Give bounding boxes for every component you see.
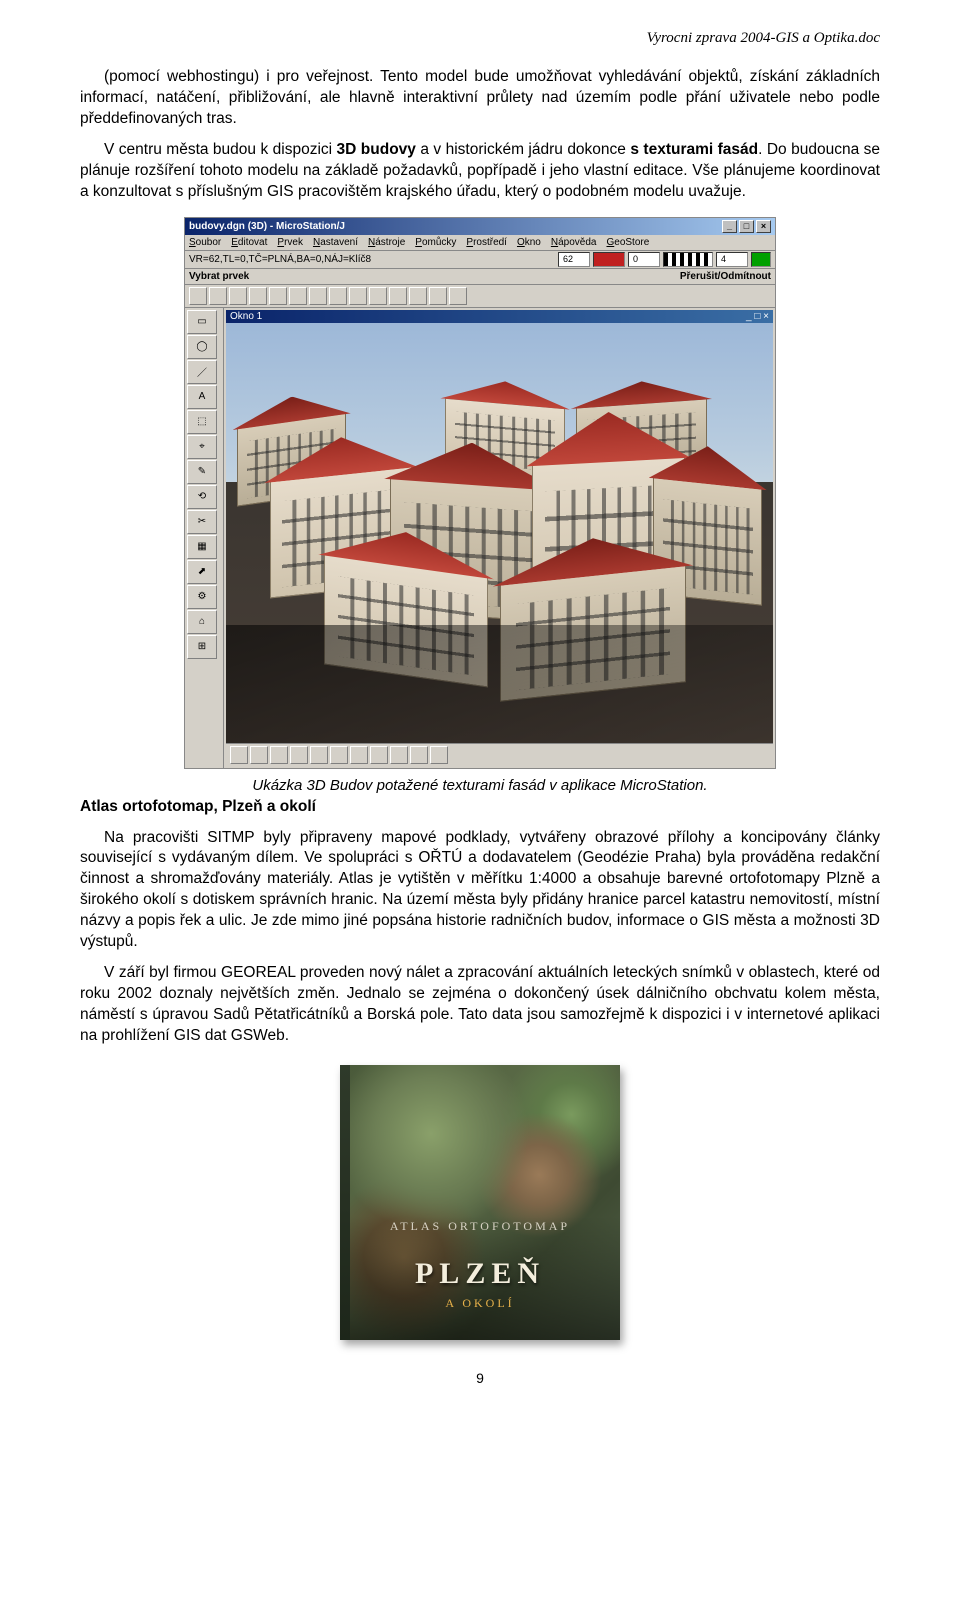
ms-statusrow: VR=62,TL=0,TČ=PLNÁ,BA=0,NÁJ=Klíč8 62 0 4 (185, 251, 775, 269)
menu-prvek[interactable]: Prvek (277, 237, 303, 248)
p2-b: 3D budovy (337, 141, 416, 158)
ms-menubar: Soubor Editovat Prvek Nastavení Nástroje… (185, 235, 775, 251)
doc-header: Vyrocni zprava 2004-GIS a Optika.doc (80, 30, 880, 47)
maximize-icon[interactable]: □ (739, 220, 754, 233)
toolbar-button[interactable] (449, 287, 467, 305)
book-atlas-label: ATLAS ORTOFOTOMAP (340, 1219, 620, 1234)
row2-right: Přerušit/Odmítnout (680, 271, 771, 282)
ms-toolbar (185, 285, 775, 308)
toolbar-button[interactable] (289, 287, 307, 305)
menu-pomucky[interactable]: Pomůcky (415, 237, 456, 248)
ms-status-fields: 62 0 4 (558, 252, 771, 267)
tool-button[interactable]: ✎ (187, 460, 217, 484)
toolbar-button[interactable] (249, 287, 267, 305)
tool-button[interactable]: ⌂ (187, 610, 217, 634)
street-shadow (226, 625, 773, 743)
view-controls: _ □ × (746, 311, 769, 322)
microstation-window: budovy.dgn (3D) - MicroStation/J _ □ × S… (184, 217, 776, 769)
section-title: Atlas ortofotomap, Plzeň a okolí (80, 798, 880, 816)
row2-left: Vybrat prvek (189, 271, 249, 282)
tool-button[interactable]: ⬚ (187, 410, 217, 434)
toolbar-button[interactable] (429, 287, 447, 305)
view-button[interactable] (250, 746, 268, 764)
menu-prostredi[interactable]: Prostředí (466, 237, 507, 248)
tool-button[interactable]: ⟲ (187, 485, 217, 509)
view-button[interactable] (350, 746, 368, 764)
ms-viewport-toolbar (226, 743, 773, 766)
view-title: Okno 1 (230, 311, 262, 322)
field-linestyle[interactable] (663, 252, 713, 267)
ms-titlebar: budovy.dgn (3D) - MicroStation/J _ □ × (185, 218, 775, 235)
view-button[interactable] (430, 746, 448, 764)
ms-viewport-title: Okno 1 _ □ × (226, 310, 773, 323)
paragraph-4: V září byl firmou GEOREAL proveden nový … (80, 963, 880, 1047)
tool-button[interactable]: ▭ (187, 310, 217, 334)
atlas-book: ATLAS ORTOFOTOMAP PLZEŇ A OKOLÍ (340, 1065, 620, 1340)
toolbar-button[interactable] (369, 287, 387, 305)
book-wrap: ATLAS ORTOFOTOMAP PLZEŇ A OKOLÍ (80, 1065, 880, 1340)
close-icon[interactable]: × (756, 220, 771, 233)
p2-a: V centru města budou k dispozici (104, 141, 337, 158)
toolbar-button[interactable] (349, 287, 367, 305)
tool-button[interactable]: ⬈ (187, 560, 217, 584)
ms-viewport-wrap: Okno 1 _ □ × (224, 308, 775, 768)
ms-body: ▭ ◯ ／ A ⬚ ⌖ ✎ ⟲ ✂ ▦ ⬈ ⚙ ⌂ ⊞ Okno 1 _ □ × (185, 308, 775, 768)
menu-napoveda[interactable]: Nápověda (551, 237, 597, 248)
tool-button[interactable]: ⚙ (187, 585, 217, 609)
view-button[interactable] (370, 746, 388, 764)
paragraph-2: V centru města budou k dispozici 3D budo… (80, 140, 880, 203)
page-number: 9 (80, 1370, 880, 1386)
menu-nastaveni[interactable]: Nastavení (313, 237, 358, 248)
ms-title: budovy.dgn (3D) - MicroStation/J (189, 221, 345, 232)
view-button[interactable] (410, 746, 428, 764)
menu-geostore[interactable]: GeoStore (606, 237, 649, 248)
menu-nastroje[interactable]: Nástroje (368, 237, 405, 248)
ms-vr-status: VR=62,TL=0,TČ=PLNÁ,BA=0,NÁJ=Klíč8 (189, 254, 371, 265)
book-sub-label: A OKOLÍ (340, 1296, 620, 1311)
tool-button[interactable]: A (187, 385, 217, 409)
toolbar-button[interactable] (209, 287, 227, 305)
window-controls: _ □ × (722, 220, 771, 233)
field-62[interactable]: 62 (558, 252, 590, 267)
toolbar-button[interactable] (189, 287, 207, 305)
ms-row2: Vybrat prvek Přerušit/Odmítnout (185, 269, 775, 285)
tool-button[interactable]: ⌖ (187, 435, 217, 459)
view-button[interactable] (310, 746, 328, 764)
tool-button[interactable]: ◯ (187, 335, 217, 359)
p2-c: a v historickém jádru dokonce (416, 141, 630, 158)
view-button[interactable] (390, 746, 408, 764)
toolbar-button[interactable] (409, 287, 427, 305)
figure-caption-1: Ukázka 3D Budov potažené texturami fasád… (80, 777, 880, 794)
p2-d: s texturami fasád (630, 141, 758, 158)
view-button[interactable] (230, 746, 248, 764)
toolbar-button[interactable] (309, 287, 327, 305)
tool-button[interactable]: ✂ (187, 510, 217, 534)
lock-icon[interactable] (751, 252, 771, 267)
field-combo[interactable]: 4 (716, 252, 748, 267)
menu-editovat[interactable]: Editovat (231, 237, 267, 248)
paragraph-1: (pomocí webhostingu) i pro veřejnost. Te… (80, 67, 880, 130)
ms-toolbox: ▭ ◯ ／ A ⬚ ⌖ ✎ ⟲ ✂ ▦ ⬈ ⚙ ⌂ ⊞ (185, 308, 224, 768)
view-button[interactable] (330, 746, 348, 764)
book-city-label: PLZEŇ (340, 1257, 620, 1291)
tool-button[interactable]: ⊞ (187, 635, 217, 659)
tool-button[interactable]: ／ (187, 360, 217, 384)
tool-button[interactable]: ▦ (187, 535, 217, 559)
toolbar-button[interactable] (229, 287, 247, 305)
menu-soubor[interactable]: Soubor (189, 237, 221, 248)
menu-okno[interactable]: Okno (517, 237, 541, 248)
minimize-icon[interactable]: _ (722, 220, 737, 233)
field-0[interactable]: 0 (628, 252, 660, 267)
paragraph-3: Na pracovišti SITMP byly připraveny mapo… (80, 828, 880, 954)
ms-viewport[interactable] (226, 323, 773, 743)
toolbar-button[interactable] (269, 287, 287, 305)
toolbar-button[interactable] (329, 287, 347, 305)
toolbar-button[interactable] (389, 287, 407, 305)
view-button[interactable] (270, 746, 288, 764)
field-color[interactable] (593, 252, 625, 267)
view-button[interactable] (290, 746, 308, 764)
